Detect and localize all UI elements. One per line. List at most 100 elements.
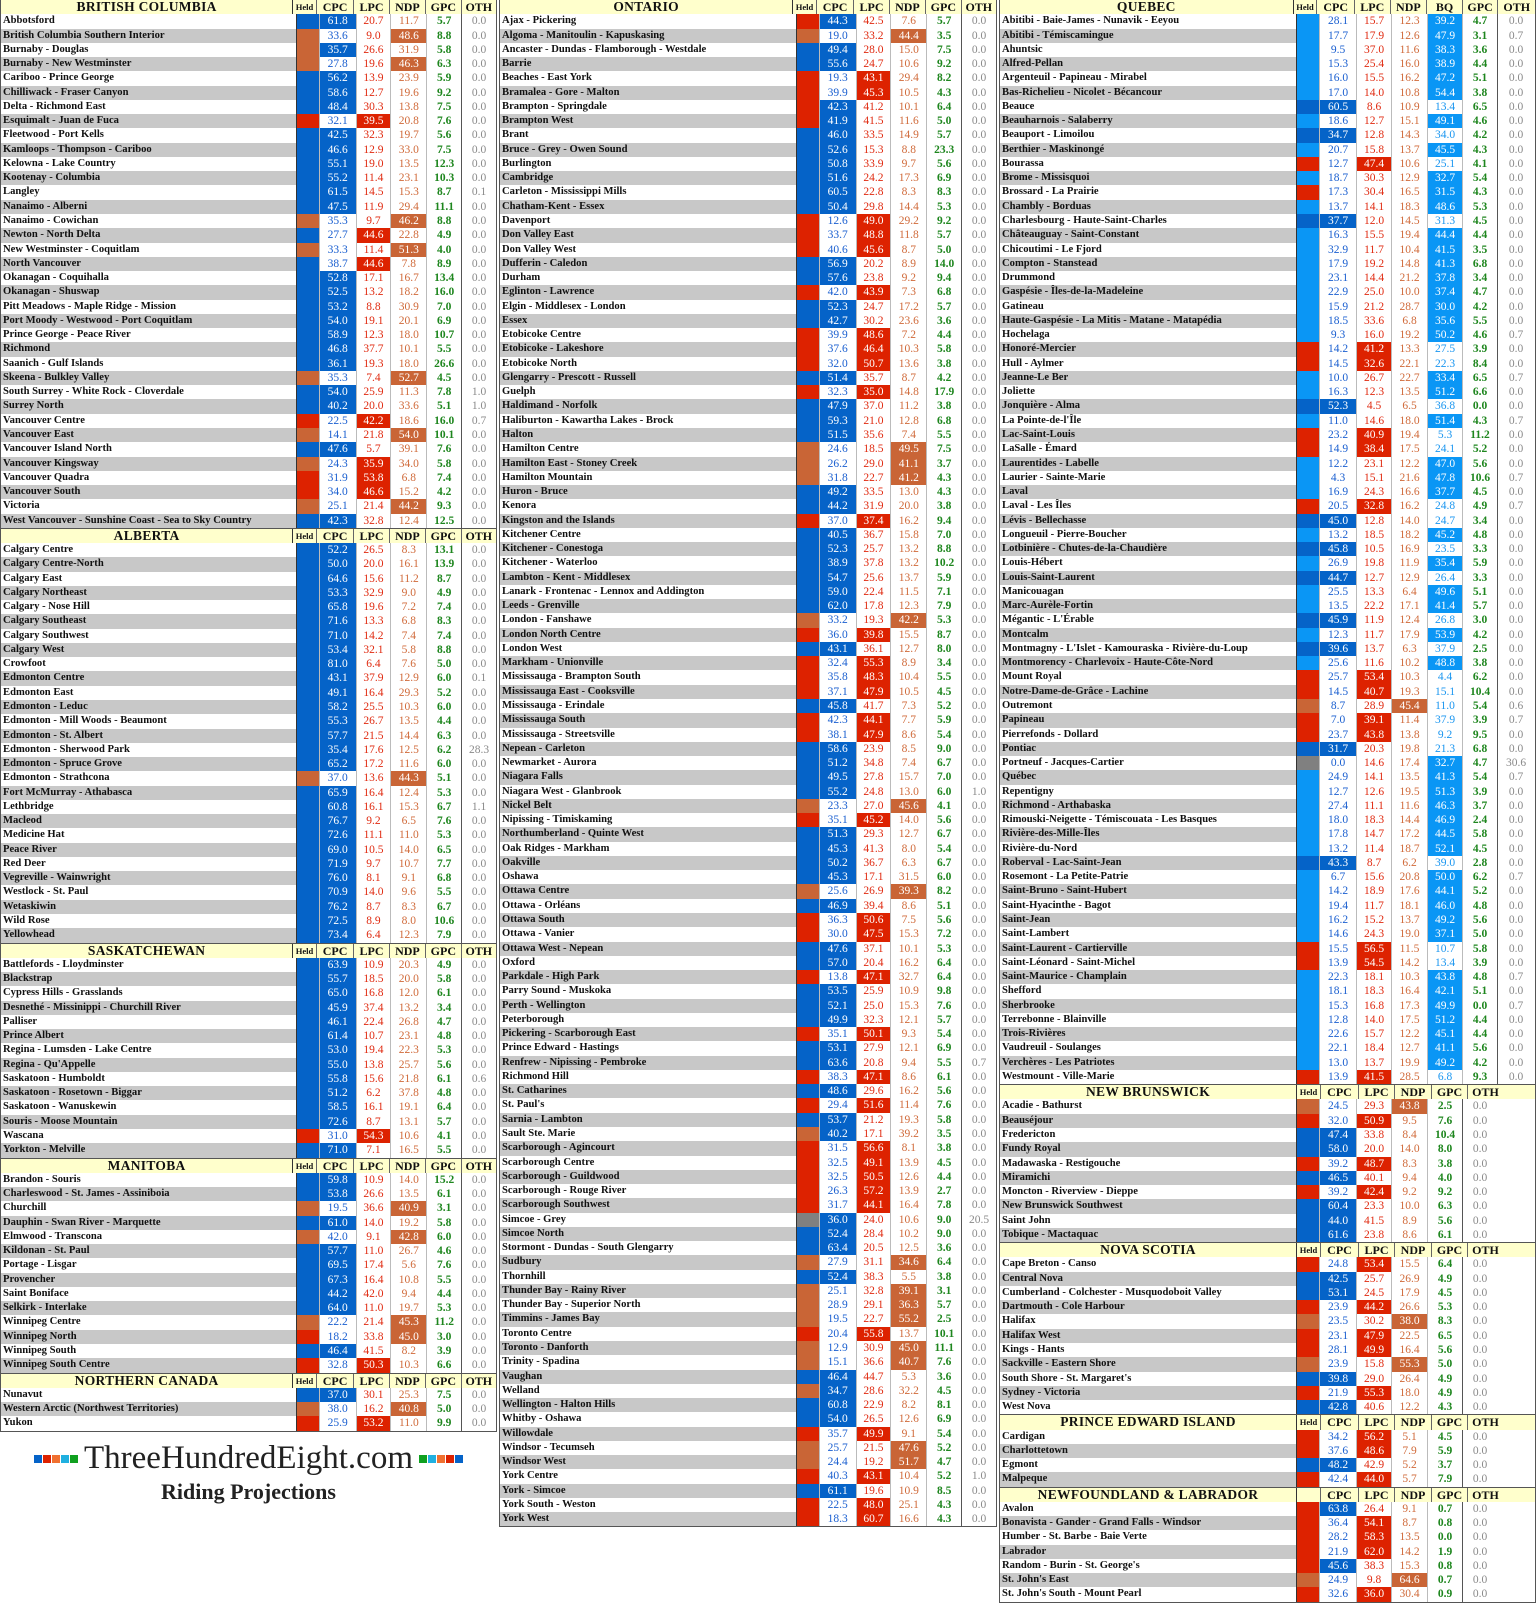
- riding-row[interactable]: Thunder Bay - Superior North 28.9 29.1 36.3…: [500, 1298, 996, 1313]
- riding-name[interactable]: Alfred-Pellan: [1000, 57, 1296, 72]
- riding-row[interactable]: Lethbridge 60.8 16.1 15.3 6.7 1.1: [1, 799, 496, 815]
- riding-row[interactable]: Sault Ste. Marie 40.2 17.1 39.2 3.5 0.0: [500, 1126, 996, 1142]
- column-header-oth[interactable]: OTH: [460, 943, 496, 958]
- riding-row[interactable]: Roberval - Lac-Saint-Jean 43.3 8.7 6.2 39.0 2…: [1000, 855, 1535, 871]
- riding-name[interactable]: Wetaskiwin: [1, 899, 296, 914]
- riding-name[interactable]: Chatham-Kent - Essex: [500, 199, 796, 214]
- riding-name[interactable]: Regina - Qu'Appelle: [1, 1057, 296, 1072]
- riding-name[interactable]: Gatineau: [1002, 300, 1044, 312]
- riding-row[interactable]: Sarnia - Lambton 53.7 21.2 19.3 5.8 0.0: [500, 1112, 996, 1127]
- riding-name[interactable]: Peace River: [1, 842, 296, 857]
- riding-row[interactable]: Miramichi 46.5 40.1 9.4 4.0 0.0: [1000, 1170, 1535, 1186]
- riding-row[interactable]: St. Catharines 48.6 29.6 16.2 5.6 0.0: [500, 1084, 996, 1099]
- riding-name[interactable]: Brampton - Springdale: [502, 100, 607, 112]
- riding-row[interactable]: York Centre 40.3 43.1 10.4 5.2 1.0: [500, 1469, 996, 1484]
- riding-row[interactable]: Okanagan - Shuswap 52.5 13.2 18.2 16.0 0.0: [1, 285, 496, 300]
- riding-row[interactable]: Sherbrooke 15.3 16.8 17.3 49.9 0.0 0.7: [1000, 998, 1535, 1013]
- riding-row[interactable]: Gaspésie - Îles-de-la-Madeleine 22.9 25.0 1…: [1000, 285, 1535, 300]
- riding-name[interactable]: Verchères - Les Patriotes: [1000, 1055, 1296, 1070]
- riding-row[interactable]: Malpeque 42.4 44.0 5.7 7.9 0.0: [1000, 1472, 1535, 1487]
- riding-name[interactable]: Saint John: [1002, 1214, 1051, 1226]
- riding-name[interactable]: Saint-Maurice - Champlain: [1000, 970, 1296, 985]
- riding-name[interactable]: Vancouver South: [1, 485, 296, 500]
- riding-name[interactable]: St. John's South - Mount Pearl: [1002, 1588, 1142, 1600]
- riding-row[interactable]: Elmwood - Transcona 42.0 9.1 42.8 6.0 0.0: [1, 1229, 496, 1245]
- riding-row[interactable]: Thunder Bay - Rainy River 25.1 32.8 39.1 3.1…: [500, 1283, 996, 1299]
- riding-row[interactable]: Edmonton Centre 43.1 37.9 12.9 6.0 0.1: [1, 671, 496, 686]
- riding-row[interactable]: North Vancouver 38.7 44.6 7.8 8.9 0.0: [1, 256, 496, 272]
- riding-name[interactable]: Beauce: [1002, 100, 1035, 112]
- riding-name[interactable]: Cariboo - Prince George: [3, 72, 114, 84]
- riding-row[interactable]: Cariboo - Prince George 56.2 13.9 23.9 5.9 0.…: [1, 71, 496, 86]
- riding-name[interactable]: Davenport: [502, 214, 551, 226]
- riding-name[interactable]: West Nova: [1002, 1401, 1051, 1413]
- riding-name[interactable]: South Shore - St. Margaret's: [1002, 1372, 1132, 1384]
- riding-row[interactable]: Scarborough - Guildwood 32.5 50.5 12.6 4.4 0.…: [500, 1169, 996, 1185]
- column-header-cpc[interactable]: CPC: [315, 528, 353, 544]
- riding-row[interactable]: Québec 24.9 14.1 13.5 41.3 5.4 0.7: [1000, 770, 1535, 785]
- riding-row[interactable]: Brampton West 41.9 41.5 11.6 5.0 0.0: [500, 114, 996, 129]
- riding-row[interactable]: Fredericton 47.4 33.8 8.4 10.4 0.0: [1000, 1127, 1535, 1143]
- riding-row[interactable]: Esquimalt - Juan de Fuca 32.1 39.5 20.8 7.6 0…: [1, 114, 496, 129]
- riding-row[interactable]: London North Centre 36.0 39.8 15.5 8.7 0.0: [500, 627, 996, 642]
- column-header-gpc[interactable]: GPC: [425, 528, 460, 544]
- riding-name[interactable]: Châteauguay - Saint-Constant: [1000, 228, 1296, 243]
- riding-name[interactable]: Louis-Hébert: [1002, 557, 1063, 569]
- riding-name[interactable]: Abbotsford: [3, 15, 55, 27]
- riding-name[interactable]: Edmonton - Leduc: [1, 700, 296, 715]
- riding-row[interactable]: Don Valley East 33.7 48.8 11.8 5.7 0.0: [500, 228, 996, 243]
- riding-name[interactable]: Calgary Northeast: [1, 585, 296, 601]
- riding-name[interactable]: Blackstrap: [1, 972, 296, 987]
- riding-name[interactable]: Ajax - Pickering: [502, 15, 577, 27]
- riding-name[interactable]: Laval - Les Îles: [1002, 500, 1072, 512]
- riding-row[interactable]: Chilliwack - Fraser Canyon 58.6 12.7 19.6 9.…: [1, 85, 496, 100]
- riding-row[interactable]: Wascana 31.0 54.3 10.6 4.1 0.0: [1, 1128, 496, 1144]
- riding-row[interactable]: Madawaska - Restigouche 39.2 48.7 8.3 3.8 0.0: [1000, 1156, 1535, 1171]
- riding-row[interactable]: Pitt Meadows - Maple Ridge - Mission 53.2…: [1, 299, 496, 314]
- riding-name[interactable]: Saskatoon - Rosetown - Biggar: [1, 1086, 296, 1101]
- riding-row[interactable]: Mississauga East - Cooksville 37.1 47.9 10.…: [500, 684, 996, 700]
- riding-row[interactable]: Saint-Laurent - Cartierville 15.5 56.5 11.5…: [1000, 941, 1535, 956]
- riding-row[interactable]: Bruce - Grey - Owen Sound 52.6 15.3 8.8 23.3…: [500, 142, 996, 157]
- riding-name[interactable]: Prince Albert: [1, 1029, 296, 1044]
- riding-name[interactable]: Beauport - Limoilou: [1002, 129, 1095, 141]
- riding-row[interactable]: Calgary Southwest 71.0 14.2 7.4 7.4 0.0: [1, 628, 496, 643]
- riding-row[interactable]: Scarborough Centre 32.5 49.1 13.9 4.5 0.0: [500, 1155, 996, 1170]
- riding-name[interactable]: Mississauga East - Cooksville: [500, 684, 796, 700]
- riding-name[interactable]: Mississauga South: [500, 713, 796, 728]
- riding-row[interactable]: Chatham-Kent - Essex 50.4 29.8 14.4 5.3 0.0: [500, 199, 996, 214]
- riding-row[interactable]: Saint-Jean 16.2 15.2 13.7 49.2 5.6 0.0: [1000, 913, 1535, 928]
- column-header-lpc[interactable]: LPC: [353, 1373, 388, 1388]
- column-header-ndp[interactable]: NDP: [1394, 1085, 1431, 1100]
- column-header-cpc[interactable]: CPC: [1320, 1487, 1358, 1502]
- riding-name[interactable]: Humber - St. Barbe - Baie Verte: [1002, 1531, 1147, 1543]
- riding-name[interactable]: Scarborough Centre: [502, 1156, 595, 1168]
- column-header-gpc[interactable]: GPC: [1461, 0, 1498, 15]
- riding-name[interactable]: Charlesbourg - Haute-Saint-Charles: [1002, 214, 1167, 226]
- riding-row[interactable]: Rivière-du-Nord 13.2 11.4 18.7 52.1 4.5 0.0: [1000, 841, 1535, 856]
- riding-row[interactable]: Ahuntsic 9.5 37.0 11.6 38.3 3.6 0.0: [1000, 42, 1535, 58]
- riding-name[interactable]: Don Valley West: [502, 243, 576, 255]
- riding-row[interactable]: London West 43.1 36.1 12.7 8.0 0.0: [500, 641, 996, 657]
- riding-row[interactable]: Port Moody - Westwood - Port Coquitlam 54…: [1, 313, 496, 329]
- riding-name[interactable]: Beaches - East York: [502, 72, 592, 84]
- riding-row[interactable]: Saint-Hyacinthe - Bagot 19.4 11.7 18.1 46.0 4…: [1000, 898, 1535, 913]
- riding-name[interactable]: Battlefords - Lloydminster: [3, 958, 124, 970]
- riding-name[interactable]: Charleswood - St. James - Assiniboia: [1, 1187, 296, 1202]
- riding-row[interactable]: Kamloops - Thompson - Cariboo 46.6 12.9 33.…: [1, 142, 496, 157]
- riding-row[interactable]: Parkdale - High Park 13.8 47.1 32.7 6.4 0.0: [500, 970, 996, 985]
- column-header-lpc[interactable]: LPC: [353, 0, 388, 15]
- riding-row[interactable]: Saint John 44.0 41.5 8.9 5.6 0.0: [1000, 1213, 1535, 1228]
- riding-name[interactable]: Medicine Hat: [3, 829, 65, 841]
- riding-row[interactable]: Longueuil - Pierre-Boucher 13.2 18.5 18.2 45…: [1000, 527, 1535, 543]
- riding-name[interactable]: Red Deer: [3, 857, 46, 869]
- riding-name[interactable]: Palliser: [3, 1015, 38, 1027]
- riding-row[interactable]: St. John's South - Mount Pearl 32.6 36.0 30…: [1000, 1587, 1535, 1602]
- riding-row[interactable]: Provencher 67.3 16.4 10.8 5.5 0.0: [1, 1272, 496, 1287]
- riding-row[interactable]: Haldimand - Norfolk 47.9 37.0 11.2 3.8 0.0: [500, 399, 996, 414]
- riding-name[interactable]: Trinity - Spadina: [502, 1356, 580, 1368]
- riding-row[interactable]: Newmarket - Aurora 51.2 34.8 7.4 6.7 0.0: [500, 756, 996, 771]
- riding-row[interactable]: Ancaster - Dundas - Flamborough - Westda…: [500, 42, 996, 58]
- riding-name[interactable]: Chambly - Borduas: [1000, 199, 1296, 214]
- riding-row[interactable]: Random - Burin - St. George's 45.6 38.3 15.…: [1000, 1558, 1535, 1574]
